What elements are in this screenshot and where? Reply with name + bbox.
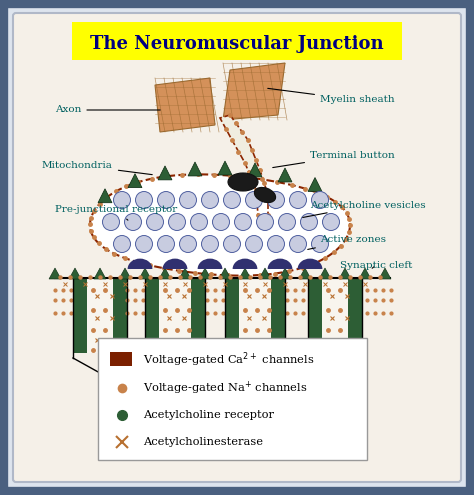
- Circle shape: [279, 213, 295, 231]
- Text: Voltage-gated Ca$^{2+}$ channels: Voltage-gated Ca$^{2+}$ channels: [143, 350, 314, 369]
- Circle shape: [180, 236, 197, 252]
- Circle shape: [311, 192, 328, 208]
- Bar: [72, 22, 402, 60]
- Text: Terminal button: Terminal button: [273, 150, 395, 168]
- FancyBboxPatch shape: [98, 338, 367, 460]
- Circle shape: [201, 236, 219, 252]
- Polygon shape: [339, 268, 351, 279]
- Polygon shape: [73, 278, 87, 353]
- Text: Axon: Axon: [55, 105, 160, 114]
- Polygon shape: [319, 268, 331, 279]
- Polygon shape: [299, 268, 311, 279]
- Circle shape: [267, 192, 284, 208]
- Circle shape: [311, 236, 328, 252]
- Circle shape: [102, 213, 119, 231]
- Circle shape: [256, 213, 273, 231]
- Polygon shape: [248, 163, 262, 177]
- Polygon shape: [159, 278, 191, 358]
- Polygon shape: [129, 260, 151, 269]
- Circle shape: [201, 192, 219, 208]
- Polygon shape: [322, 278, 348, 348]
- Polygon shape: [308, 278, 322, 348]
- Circle shape: [290, 192, 307, 208]
- Circle shape: [136, 236, 153, 252]
- Ellipse shape: [255, 188, 275, 202]
- Circle shape: [113, 192, 130, 208]
- Circle shape: [235, 213, 252, 231]
- Text: Acetylcholinesterase: Acetylcholinesterase: [143, 437, 263, 447]
- Polygon shape: [239, 278, 271, 358]
- FancyBboxPatch shape: [4, 4, 470, 491]
- Polygon shape: [234, 260, 256, 269]
- Circle shape: [212, 213, 229, 231]
- Polygon shape: [199, 260, 221, 269]
- Circle shape: [157, 236, 174, 252]
- Polygon shape: [259, 268, 271, 279]
- Polygon shape: [113, 278, 127, 353]
- Polygon shape: [219, 268, 231, 279]
- Polygon shape: [225, 278, 239, 358]
- Polygon shape: [308, 178, 322, 192]
- Circle shape: [301, 213, 318, 231]
- Text: Mitochondria: Mitochondria: [42, 160, 152, 175]
- FancyBboxPatch shape: [13, 13, 461, 482]
- Polygon shape: [90, 174, 350, 276]
- Text: The Neuromuscular Junction: The Neuromuscular Junction: [90, 35, 384, 53]
- Circle shape: [113, 236, 130, 252]
- Text: Acetylcholine vesicles: Acetylcholine vesicles: [303, 200, 426, 217]
- Polygon shape: [69, 268, 81, 279]
- Polygon shape: [269, 260, 291, 269]
- Polygon shape: [188, 162, 202, 176]
- Polygon shape: [278, 168, 292, 182]
- Polygon shape: [218, 161, 232, 175]
- Circle shape: [168, 213, 185, 231]
- Polygon shape: [348, 278, 362, 348]
- Polygon shape: [49, 268, 61, 279]
- Polygon shape: [87, 278, 113, 353]
- Circle shape: [224, 192, 240, 208]
- Text: Pre-junctional receptor: Pre-junctional receptor: [55, 205, 177, 220]
- Circle shape: [180, 192, 197, 208]
- Polygon shape: [158, 166, 172, 180]
- Circle shape: [322, 213, 339, 231]
- Polygon shape: [164, 260, 186, 269]
- Bar: [110, 352, 132, 366]
- Circle shape: [157, 192, 174, 208]
- Text: Acetylcholine receptor: Acetylcholine receptor: [143, 410, 274, 420]
- Polygon shape: [155, 78, 215, 132]
- Polygon shape: [98, 189, 112, 203]
- Circle shape: [267, 236, 284, 252]
- Text: Synaptic cleft: Synaptic cleft: [340, 260, 412, 269]
- Ellipse shape: [228, 173, 258, 191]
- Circle shape: [191, 213, 208, 231]
- Polygon shape: [145, 278, 159, 358]
- Circle shape: [246, 192, 263, 208]
- Polygon shape: [379, 268, 391, 279]
- Circle shape: [146, 213, 164, 231]
- Polygon shape: [191, 278, 205, 358]
- Polygon shape: [223, 63, 285, 120]
- Polygon shape: [220, 115, 268, 210]
- Circle shape: [290, 236, 307, 252]
- Polygon shape: [299, 260, 321, 269]
- Polygon shape: [359, 268, 371, 279]
- Polygon shape: [271, 278, 285, 358]
- Polygon shape: [128, 174, 142, 188]
- Text: Myelin sheath: Myelin sheath: [268, 89, 395, 104]
- Polygon shape: [159, 268, 171, 279]
- Text: Voltage-gated Na$^{+}$ channels: Voltage-gated Na$^{+}$ channels: [143, 379, 308, 396]
- Polygon shape: [279, 268, 291, 279]
- Polygon shape: [239, 268, 251, 279]
- Polygon shape: [139, 268, 151, 279]
- Polygon shape: [119, 268, 131, 279]
- Circle shape: [246, 236, 263, 252]
- Text: Active zones: Active zones: [308, 236, 386, 249]
- Polygon shape: [94, 268, 106, 279]
- Circle shape: [125, 213, 142, 231]
- Circle shape: [136, 192, 153, 208]
- Circle shape: [224, 236, 240, 252]
- Polygon shape: [179, 268, 191, 279]
- Polygon shape: [199, 268, 211, 279]
